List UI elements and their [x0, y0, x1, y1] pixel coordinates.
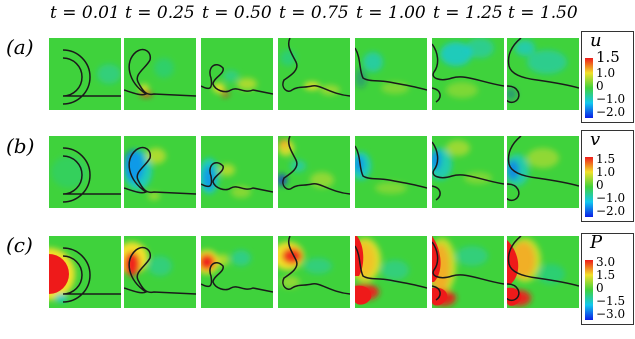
- colorbar-tick: −2.0: [596, 105, 626, 119]
- field-panel-r0-c5: [432, 38, 504, 110]
- time-label-5: t = 1.25: [433, 3, 503, 23]
- interface-line: [432, 141, 504, 201]
- interface-line: [432, 241, 504, 301]
- interface-line: [201, 162, 273, 193]
- interface-line: [282, 236, 350, 295]
- interface-line: [507, 236, 579, 302]
- colorbar-tick: 1.5: [596, 268, 616, 282]
- field-panel-r0-c3: [278, 38, 350, 110]
- row-label-0: (a): [6, 35, 34, 59]
- field-panel-r1-c5: [432, 136, 504, 208]
- interface-line: [124, 246, 196, 295]
- interface-line: [62, 147, 121, 203]
- colorbar-variable: u: [590, 30, 602, 51]
- colorbar-variable: v: [590, 129, 601, 150]
- interface-line: [355, 145, 427, 189]
- interface-line: [201, 262, 273, 293]
- colorbar-tick: 0: [596, 281, 604, 295]
- field-panel-r1-c3: [278, 136, 350, 208]
- field-panel-r2-c3: [278, 236, 350, 308]
- field-panel-r2-c6: [507, 236, 579, 308]
- field-panel-r0-c0: [49, 38, 121, 110]
- time-label-1: t = 0.25: [125, 3, 195, 23]
- field-panel-r2-c4: [355, 236, 427, 308]
- colorbar-tick: 1.0: [596, 165, 616, 179]
- colorbar-v: v 1.5 1.0 0 −1.0 −2.0: [581, 129, 634, 222]
- time-label-3: t = 0.75: [279, 3, 349, 23]
- colorbar-gradient: [585, 157, 593, 217]
- colorbar-tick: 0: [596, 178, 604, 192]
- field-panel-r0-c6: [507, 38, 579, 110]
- interface-line: [124, 146, 196, 195]
- time-label-4: t = 1.00: [356, 3, 426, 23]
- time-label-0: t = 0.01: [50, 3, 120, 23]
- field-panel-r0-c4: [355, 38, 427, 110]
- field-panel-r0-c2: [201, 38, 273, 110]
- colorbar-tick: −1.0: [596, 191, 626, 205]
- field-panel-r1-c6: [507, 136, 579, 208]
- interface-line: [507, 38, 579, 104]
- colorbar-tick: 0: [596, 79, 604, 93]
- time-label-6: t = 1.50: [508, 3, 578, 23]
- interface-line: [62, 49, 121, 105]
- colorbar-variable: P: [590, 232, 603, 253]
- field-panel-r2-c2: [201, 236, 273, 308]
- field-panel-r0-c1: [124, 38, 196, 110]
- interface-line: [124, 48, 196, 97]
- field-panel-r1-c0: [49, 136, 121, 208]
- colorbar-tick: −2.0: [596, 204, 626, 218]
- interface-line: [201, 64, 273, 95]
- interface-line: [62, 247, 121, 303]
- interface-line: [282, 38, 350, 97]
- interface-line: [432, 43, 504, 103]
- field-panel-r2-c0: [49, 236, 121, 308]
- colorbar-u: u 1.5 1.0 0 −1.0 −2.0: [581, 30, 634, 123]
- colorbar-tick: −1.5: [596, 294, 626, 308]
- colorbar-gradient: [585, 260, 593, 320]
- colorbar-tick: −3.0: [596, 307, 626, 321]
- interface-line: [355, 245, 427, 289]
- field-panel-r1-c2: [201, 136, 273, 208]
- field-panel-r1-c4: [355, 136, 427, 208]
- colorbar-tick: 1.5: [596, 152, 616, 166]
- row-label-1: (b): [6, 134, 35, 158]
- interface-line: [507, 136, 579, 202]
- colorbar-gradient: [585, 58, 593, 118]
- colorbar-P: P 3.0 1.5 0 −1.5 −3.0: [581, 232, 634, 325]
- interface-line: [282, 136, 350, 195]
- colorbar-tick: −1.0: [596, 92, 626, 106]
- colorbar-tick: 3.0: [596, 255, 616, 269]
- colorbar-tick: 1.5: [596, 48, 620, 66]
- time-label-2: t = 0.50: [202, 3, 272, 23]
- field-panel-r2-c5: [432, 236, 504, 308]
- interface-line: [355, 47, 427, 91]
- row-label-2: (c): [6, 233, 33, 257]
- colorbar-tick: 1.0: [596, 66, 616, 80]
- field-panel-r2-c1: [124, 236, 196, 308]
- field-panel-r1-c1: [124, 136, 196, 208]
